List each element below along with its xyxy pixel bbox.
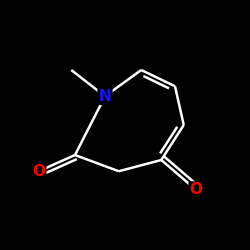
Text: N: N [98,89,112,104]
Text: O: O [190,182,203,198]
Text: O: O [32,164,45,179]
